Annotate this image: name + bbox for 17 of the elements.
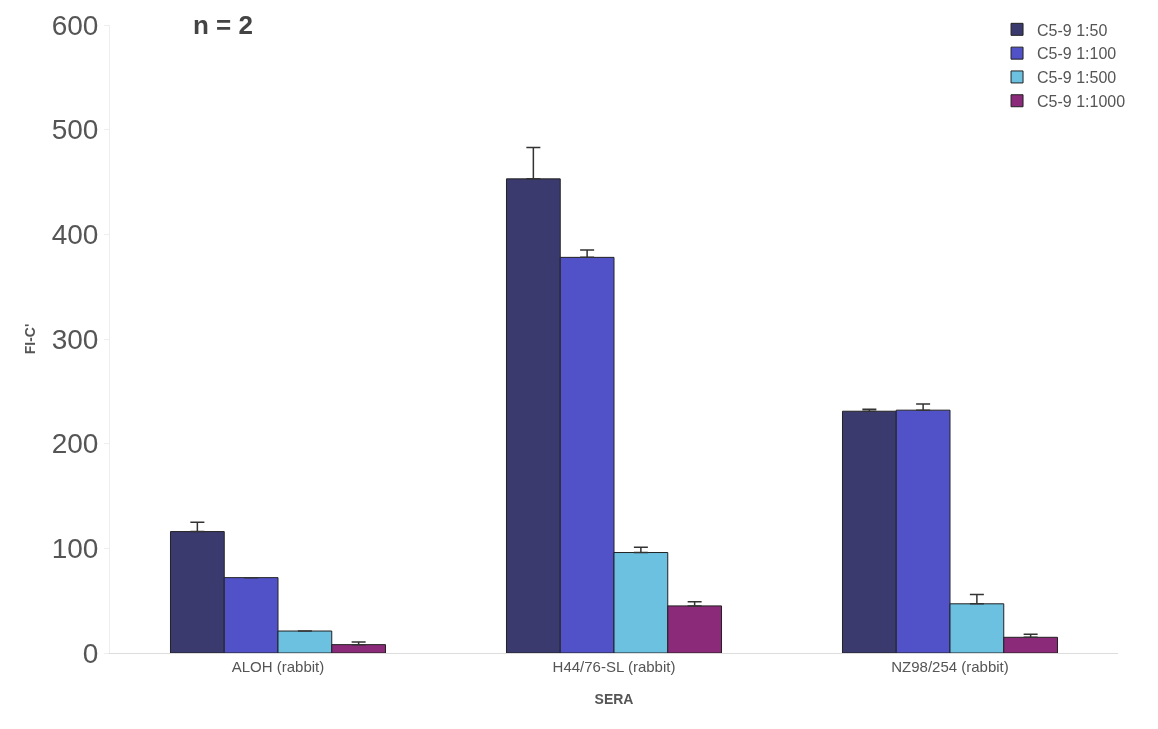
legend-label: C5-9 1:100 (1037, 45, 1117, 63)
x-axis-title: SERA (594, 691, 634, 708)
y-tick-label: 600 (51, 9, 99, 41)
x-tick-label: NZ98/254 (rabbit) (891, 658, 1009, 675)
y-tick-label: 400 (51, 219, 99, 251)
legend-label: C5-9 1:500 (1037, 69, 1117, 87)
y-axis-title: FI-C' (22, 323, 39, 355)
y-tick-label: 300 (51, 323, 99, 355)
y-tick-label: 200 (51, 428, 99, 460)
y-tick-label: 100 (51, 533, 99, 565)
x-tick-label: H44/76-SL (rabbit) (552, 658, 676, 675)
y-tick-label: 500 (51, 114, 99, 146)
legend-label: C5-9 1:50 (1037, 21, 1108, 39)
x-tick-label: ALOH (rabbit) (231, 658, 325, 675)
legend-label: C5-9 1:1000 (1037, 92, 1126, 110)
y-tick-label: 0 (82, 637, 99, 669)
annotation: n = 2 (193, 10, 253, 40)
